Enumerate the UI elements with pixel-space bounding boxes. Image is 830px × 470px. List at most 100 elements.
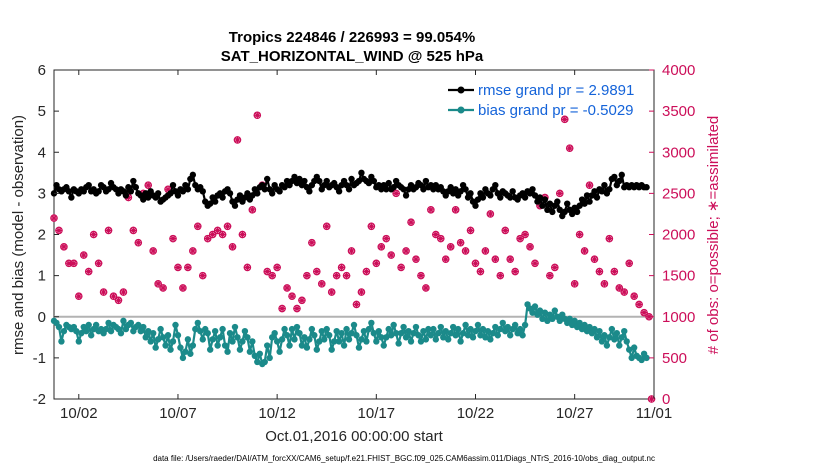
bias-point bbox=[459, 330, 467, 337]
bias-point bbox=[417, 338, 425, 345]
assimilated-obs-marker bbox=[610, 267, 618, 276]
bias-point bbox=[174, 332, 182, 339]
assimilated-obs-marker bbox=[471, 259, 480, 267]
assimilated-obs-marker bbox=[313, 267, 321, 276]
bias-point bbox=[154, 336, 162, 343]
bias-point bbox=[566, 315, 573, 323]
assimilated-obs-series bbox=[50, 111, 656, 403]
rmse-point bbox=[583, 192, 591, 199]
bias-point bbox=[628, 354, 635, 362]
bias-point bbox=[484, 327, 492, 335]
bias-point bbox=[626, 346, 633, 353]
bias-point bbox=[348, 330, 355, 337]
bias-point bbox=[482, 334, 489, 341]
rmse-point bbox=[497, 194, 504, 201]
bias-point bbox=[350, 321, 358, 329]
rmse-point bbox=[385, 179, 392, 187]
x-tick-label: 10/17 bbox=[358, 405, 396, 422]
assimilated-obs-marker bbox=[576, 230, 584, 239]
assimilated-obs-marker bbox=[580, 247, 589, 255]
bias-point bbox=[60, 327, 68, 335]
rmse-point bbox=[140, 196, 147, 203]
bias-point bbox=[606, 334, 613, 341]
rmse-point bbox=[261, 186, 268, 193]
y-tick-label-left: -1 bbox=[33, 350, 46, 367]
assimilated-obs-marker bbox=[204, 235, 212, 243]
assimilated-obs-marker bbox=[506, 255, 514, 263]
bias-point bbox=[504, 323, 511, 331]
bias-point bbox=[549, 315, 556, 323]
y-tick-label-right: 0 bbox=[662, 391, 670, 408]
bias-point bbox=[442, 327, 449, 335]
rmse-point bbox=[174, 192, 182, 199]
bias-point bbox=[427, 332, 435, 339]
bias-point bbox=[392, 330, 400, 337]
y-axis-label-right: # of obs: o=possible; ∗=assimilated bbox=[705, 116, 722, 355]
rmse-point bbox=[199, 188, 206, 195]
bias-point bbox=[172, 321, 179, 329]
rmse-point bbox=[189, 171, 197, 179]
bias-point bbox=[370, 330, 378, 337]
bias-point bbox=[117, 330, 125, 337]
assimilated-obs-marker bbox=[303, 272, 311, 280]
rmse-point bbox=[549, 208, 556, 216]
rmse-point bbox=[365, 179, 373, 187]
bias-point bbox=[440, 334, 447, 341]
rmse-point bbox=[132, 184, 140, 191]
bias-point bbox=[531, 303, 539, 310]
bias-point bbox=[266, 354, 273, 362]
y-tick-label-right: 500 bbox=[662, 350, 687, 367]
y-tick-label-right: 1000 bbox=[662, 309, 695, 326]
rmse-point bbox=[65, 188, 73, 195]
assimilated-obs-marker bbox=[124, 193, 132, 202]
assimilated-obs-marker bbox=[154, 280, 162, 288]
bias-point bbox=[365, 325, 373, 333]
rmse-point bbox=[462, 186, 469, 193]
bias-point bbox=[313, 346, 321, 353]
bias-point bbox=[467, 325, 474, 333]
bias-point bbox=[211, 327, 219, 335]
rmse-point bbox=[601, 181, 608, 189]
bias-point bbox=[159, 334, 167, 341]
rmse-point bbox=[447, 184, 454, 191]
legend-bias-label: bias grand pr = -0.5029 bbox=[478, 102, 634, 119]
bias-point bbox=[328, 346, 335, 353]
bias-point bbox=[187, 350, 194, 357]
rmse-point bbox=[568, 210, 576, 218]
assimilated-obs-marker bbox=[392, 189, 400, 197]
bias-point bbox=[529, 309, 536, 316]
bias-point bbox=[613, 330, 621, 337]
bias-point bbox=[283, 332, 291, 339]
rmse-point bbox=[316, 177, 323, 185]
x-axis-label: Oct.01,2016 00:00:00 start bbox=[265, 428, 443, 445]
bias-point bbox=[353, 332, 360, 339]
assimilated-obs-marker bbox=[342, 272, 351, 280]
rmse-point bbox=[598, 188, 606, 195]
rmse-point bbox=[591, 188, 598, 195]
bias-point bbox=[487, 336, 494, 343]
bias-point bbox=[611, 336, 618, 343]
bias-point bbox=[318, 327, 325, 335]
bias-point bbox=[586, 323, 593, 331]
rmse-point bbox=[606, 186, 613, 193]
assimilated-obs-marker bbox=[605, 235, 613, 243]
rmse-point bbox=[370, 177, 378, 185]
rmse-point bbox=[348, 175, 355, 183]
rmse-point bbox=[219, 194, 226, 201]
bias-point bbox=[162, 342, 169, 349]
bias-point bbox=[499, 319, 506, 327]
bias-point bbox=[603, 342, 611, 349]
bias-point bbox=[618, 334, 625, 341]
x-tick-label: 10/12 bbox=[258, 405, 296, 422]
rmse-point bbox=[323, 177, 330, 185]
x-tick-label: 11/01 bbox=[636, 405, 672, 422]
rmse-point bbox=[169, 181, 177, 189]
y-tick-label-right: 1500 bbox=[662, 268, 695, 285]
assimilated-obs-marker bbox=[372, 259, 380, 267]
bias-point bbox=[140, 323, 147, 331]
rmse-point bbox=[335, 188, 343, 195]
assimilated-obs-marker bbox=[323, 222, 331, 230]
bias-point bbox=[477, 332, 484, 339]
rmse-point bbox=[616, 177, 623, 185]
